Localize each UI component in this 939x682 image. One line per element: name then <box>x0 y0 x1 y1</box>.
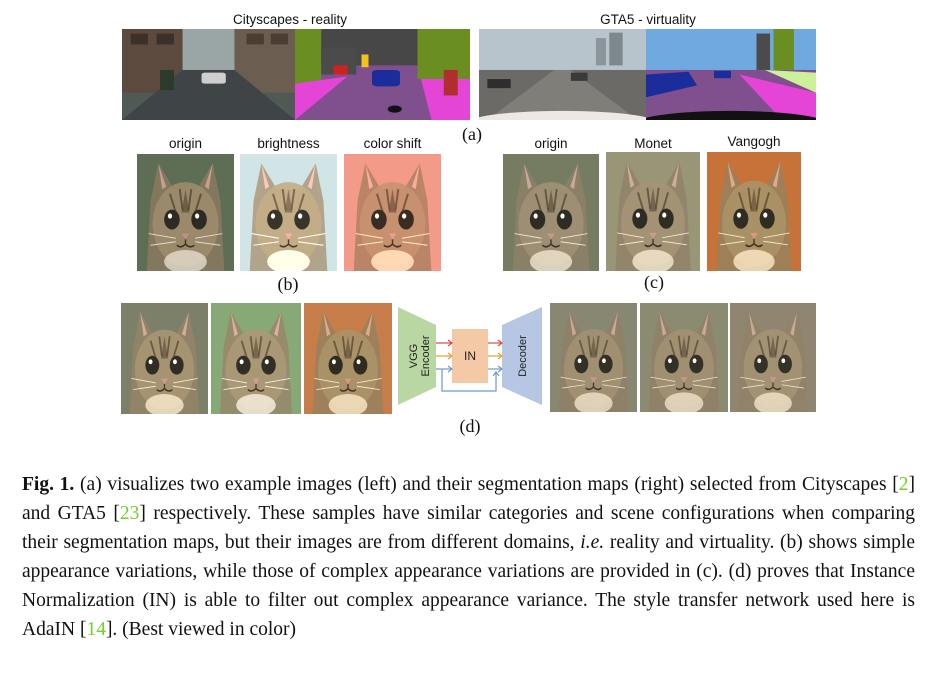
adain-network-diagram: VGGEncoder IN Decoder <box>398 307 542 405</box>
panel-a-label: (a) <box>462 124 482 144</box>
cat-image-c-vangogh <box>707 152 801 271</box>
cityscapes-segmentation <box>295 29 470 120</box>
cat-image-d-output-2 <box>640 303 728 412</box>
panel-b-label-origin: origin <box>168 136 203 151</box>
encoder-label: VGGEncoder <box>408 335 432 376</box>
caption-text-4: reality and virtuality. (b) shows simple… <box>22 532 915 640</box>
cat-image-b-color-shift <box>344 154 441 271</box>
feature-arrows <box>436 339 503 392</box>
decoder-block <box>502 307 542 405</box>
panel-c-label: (c) <box>644 272 664 292</box>
panel-b-label-brightness: brightness <box>257 136 320 151</box>
vgg-encoder-block <box>398 307 436 405</box>
gta5-segmentation <box>646 29 816 120</box>
gta5-title: GTA5 - virtuality <box>600 12 696 27</box>
caption-text-1: (a) visualizes two example images (left)… <box>80 474 899 495</box>
cityscapes-photo <box>122 29 295 120</box>
panel-c-label-vangogh: Vangogh <box>727 134 781 149</box>
in-label: IN <box>464 349 476 363</box>
gta5-photo <box>479 29 646 120</box>
caption-ie: i.e. <box>580 532 605 553</box>
cityscapes-title: Cityscapes - reality <box>232 12 348 27</box>
caption-text-2: ] and GTA5 [ <box>22 474 916 524</box>
caption-text-3: ] respectively. These samples have simil… <box>22 503 915 553</box>
cat-image-d-output-3 <box>730 303 816 412</box>
figure-caption: Fig. 1. (a) visualizes two example image… <box>22 470 915 644</box>
in-block <box>452 329 488 383</box>
panel-d-label: (d) <box>459 416 481 436</box>
cat-image-b-origin <box>137 154 234 271</box>
cat-image-b-brightness <box>240 154 337 271</box>
figure-number: Fig. 1. <box>22 474 75 495</box>
panel-c-label-origin: origin <box>534 136 568 151</box>
citation-gta5[interactable]: 23 <box>119 503 140 524</box>
cat-image-d-output-1 <box>550 303 637 412</box>
panel-c-label-monet: Monet <box>634 136 672 151</box>
decoder-label: Decoder <box>517 335 529 377</box>
caption-text-5: ]. (Best viewed in color) <box>105 619 297 640</box>
cat-image-c-origin <box>503 154 599 271</box>
panel-b-label-color-shift: color shift <box>363 136 422 151</box>
panel-b-label: (b) <box>277 274 299 294</box>
cat-image-d-input-2 <box>211 303 301 414</box>
citation-adain[interactable]: 14 <box>86 619 106 640</box>
cat-image-d-input-3 <box>304 303 392 414</box>
cat-image-d-input-1 <box>121 303 208 414</box>
citation-cityscapes[interactable]: 2 <box>898 474 909 495</box>
cat-image-c-monet <box>606 152 700 271</box>
